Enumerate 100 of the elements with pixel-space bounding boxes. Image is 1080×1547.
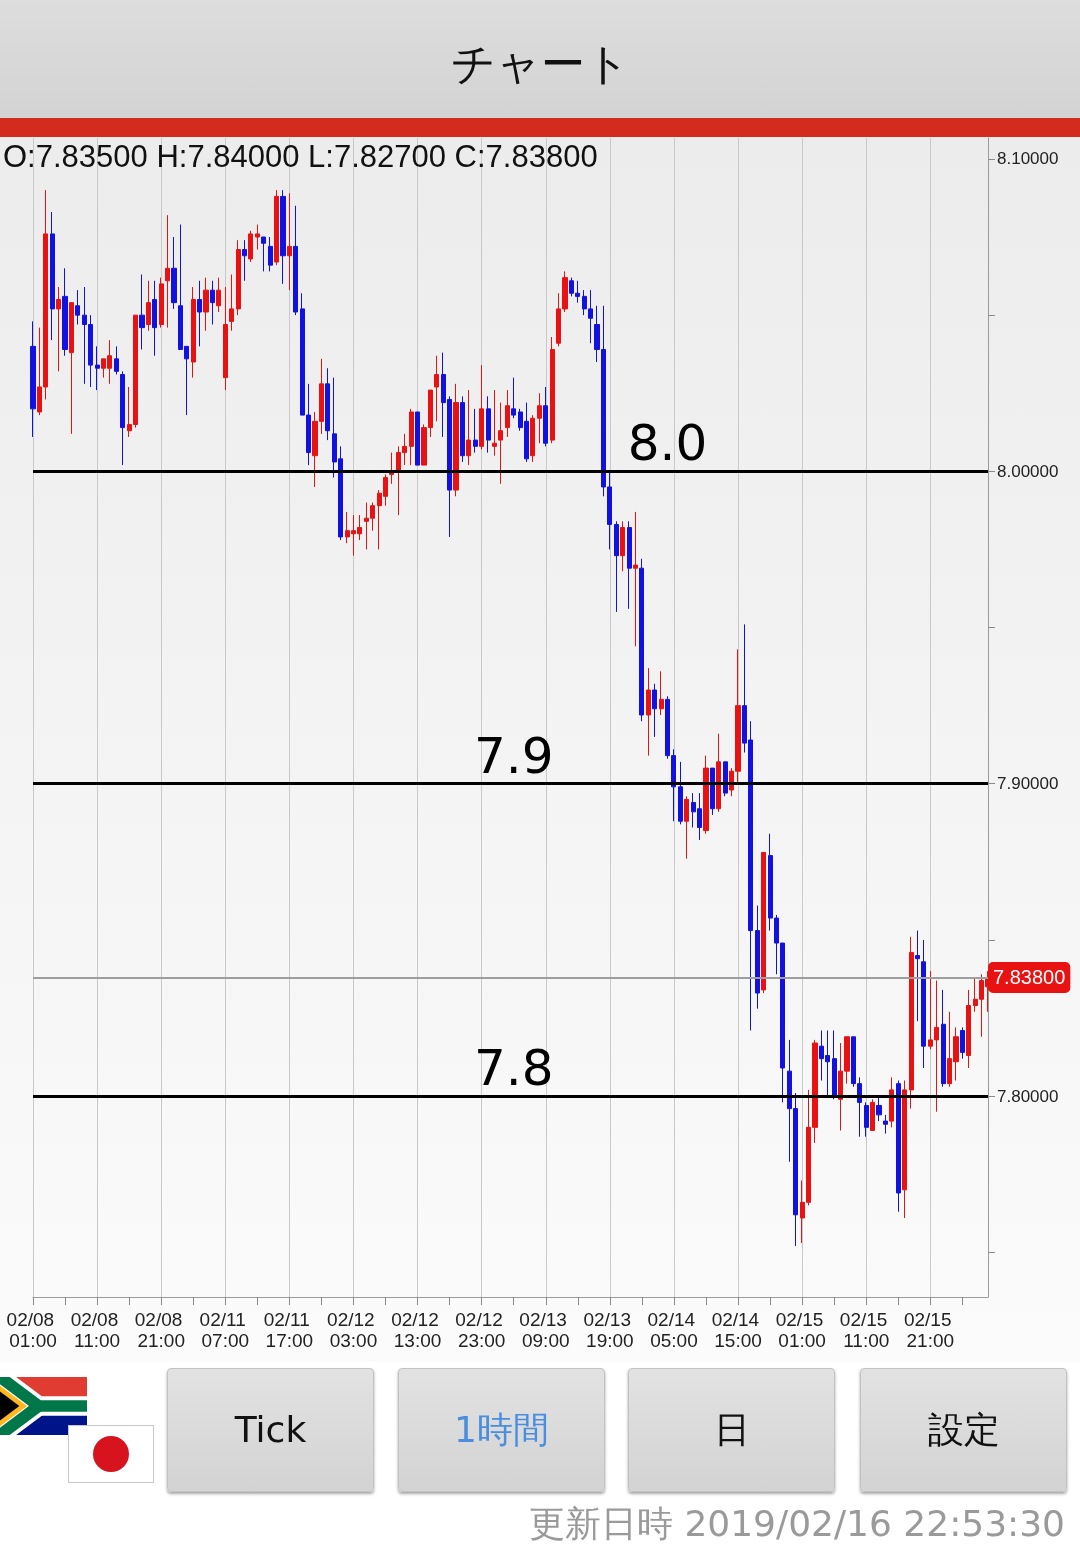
candlestick: [210, 280, 215, 325]
candlestick: [139, 274, 145, 350]
candlestick: [646, 667, 651, 757]
candlestick: [146, 280, 151, 332]
candlestick: [870, 1098, 875, 1131]
candlestick: [633, 511, 638, 647]
candlestick: [62, 267, 68, 357]
x-tick-label: 02/13 19:00: [583, 1309, 637, 1351]
candlestick: [614, 520, 619, 613]
candlestick: [876, 1095, 882, 1122]
candlestick: [921, 939, 926, 1069]
candlestick: [409, 408, 414, 466]
y-tick-label: 8.10000: [997, 149, 1059, 169]
candlestick: [415, 411, 420, 466]
x-tick-label: 02/08 01:00: [6, 1309, 60, 1351]
x-tick-label: 02/08 21:00: [134, 1309, 188, 1351]
candlestick: [229, 274, 234, 332]
candlestick: [50, 211, 55, 341]
candlestick: [114, 345, 119, 375]
candlestick: [659, 670, 664, 716]
candlestick: [30, 320, 36, 438]
candlestick: [498, 402, 503, 485]
candlestick: [511, 377, 516, 419]
button[interactable]: 日: [628, 1368, 835, 1492]
candlestick: [896, 1080, 901, 1213]
candlestick: [466, 389, 471, 466]
candlestick: [716, 733, 721, 813]
candlestick: [242, 239, 247, 282]
candlestick: [293, 205, 298, 316]
candlestick: [152, 280, 157, 357]
candlestick: [883, 1114, 888, 1135]
candlestick: [755, 905, 760, 1010]
x-tick-label: 02/14 05:00: [647, 1309, 701, 1351]
candlestick: [280, 189, 286, 285]
candlestick: [56, 286, 61, 372]
candlestick: [710, 767, 715, 816]
candlestick: [960, 1026, 965, 1060]
candlestick: [223, 286, 228, 391]
y-tick-label: 8.00000: [997, 461, 1059, 481]
candlestick: [120, 370, 125, 466]
candlestick: [216, 277, 221, 313]
x-tick-label: 02/12 03:00: [327, 1309, 380, 1351]
candlestick: [479, 364, 484, 450]
candlestick: [460, 395, 465, 463]
candlestick: [95, 345, 100, 391]
ref-line-label: 7.8: [473, 1039, 554, 1098]
x-tick-label: 02/12 13:00: [391, 1309, 444, 1351]
annotation: O:7.83500 H:7.84000 L:7.82700 C:7.83800: [3, 139, 598, 175]
candlestick: [832, 1030, 837, 1100]
x-tick-label: 02/14 15:00: [711, 1309, 765, 1351]
x-tick-label: 02/15 11:00: [839, 1309, 893, 1351]
candlestick: [966, 989, 971, 1069]
candlestick: [255, 224, 260, 251]
candlestick: [248, 230, 253, 263]
candlestick: [159, 277, 164, 329]
candlestick: [492, 389, 497, 457]
x-tick-label: 02/08 11:00: [70, 1309, 124, 1351]
candlestick: [69, 302, 74, 435]
candlestick: [902, 1080, 907, 1219]
x-tick-label: 02/11 07:00: [199, 1309, 251, 1351]
candlestick: [889, 1076, 894, 1128]
candlestick: [268, 236, 273, 272]
candlestick: [723, 761, 728, 797]
candlestick: [171, 236, 177, 310]
candlestick: [537, 392, 542, 444]
candlestick: [684, 795, 689, 860]
x-tick-label: 02/15 21:00: [903, 1309, 957, 1351]
button[interactable]: Tick: [167, 1368, 374, 1492]
chart-title: チャート: [449, 37, 631, 91]
candlestick: [473, 408, 478, 454]
candlestick: [909, 936, 914, 1110]
ref-line-label: 7.83800: [993, 966, 1066, 989]
candlestick: [550, 336, 555, 444]
candlestick: [639, 558, 644, 722]
x-tick-label: 02/13 09:00: [519, 1309, 573, 1351]
button[interactable]: 設定: [860, 1368, 1067, 1492]
ref-line-label: 8.0: [627, 414, 708, 473]
y-tick-label: 7.80000: [997, 1086, 1059, 1106]
candlestick: [678, 761, 683, 825]
text: 更新日時 2019/02/16 22:53:30: [528, 1502, 1065, 1546]
candlestick: [75, 289, 80, 325]
ref-line-label: 7.9: [473, 726, 554, 785]
candlestick: [197, 280, 202, 347]
candlestick: [864, 1101, 869, 1138]
candlestick: [543, 386, 548, 447]
candlestick: [261, 236, 266, 272]
candlestick: [486, 395, 491, 454]
candlestick: [703, 755, 709, 835]
candlestick: [761, 851, 766, 994]
y-tick-label: 7.90000: [997, 774, 1059, 794]
x-tick-label: 02/11 17:00: [263, 1309, 316, 1351]
candlestick: [165, 214, 170, 329]
candlestick: [620, 520, 625, 572]
candlestick: [325, 367, 330, 441]
candlestick: [652, 683, 657, 738]
x-tick-label: 02/12 23:00: [455, 1309, 509, 1351]
candlestick: [236, 239, 241, 316]
candlestick: [434, 355, 439, 422]
candlestick: [505, 389, 510, 438]
candlestick: [203, 277, 209, 332]
